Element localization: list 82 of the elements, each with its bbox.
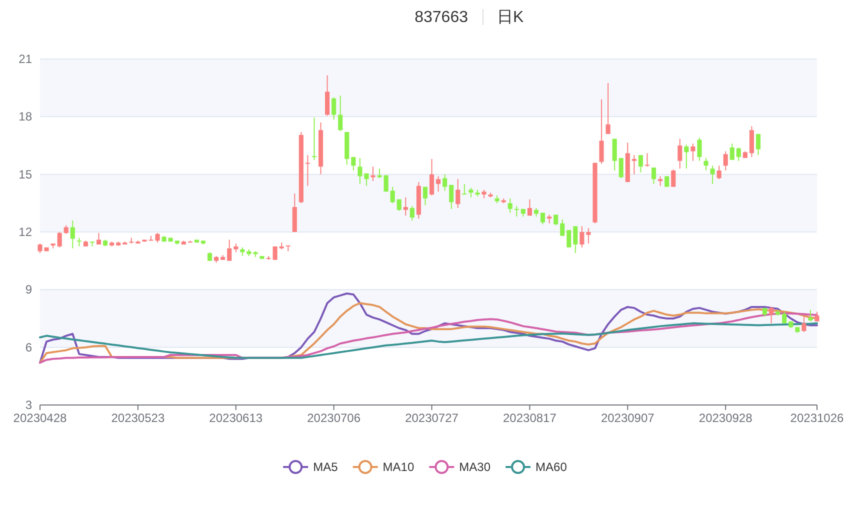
candlestick <box>57 232 62 248</box>
candlestick <box>606 82 610 134</box>
x-tick-label: 20230727 <box>405 411 459 425</box>
candlestick <box>697 137 702 162</box>
candlestick <box>436 176 441 192</box>
candlestick <box>527 198 532 216</box>
candlestick <box>305 154 310 186</box>
candlestick <box>749 126 754 158</box>
candlestick <box>586 228 591 244</box>
candlestick <box>756 133 761 156</box>
candlestick <box>716 165 722 180</box>
candlestick <box>651 167 656 184</box>
candlestick <box>332 96 336 120</box>
candlestick <box>632 154 636 175</box>
candlestick <box>364 172 369 186</box>
chart-title: 837663 <box>414 9 468 26</box>
candlestick <box>514 206 519 218</box>
candlestick <box>704 157 708 171</box>
y-tick-label: 6 <box>25 340 32 354</box>
candlestick <box>599 98 604 164</box>
x-tick-label: 20231026 <box>790 411 844 425</box>
x-tick-label: 20230523 <box>111 411 165 425</box>
candlestick <box>338 95 343 132</box>
candlestick <box>566 230 572 248</box>
legend-label: MA60 <box>536 460 568 474</box>
candlestick <box>462 183 467 196</box>
candlestick <box>769 306 774 324</box>
candlestick <box>580 226 584 248</box>
y-tick-label: 3 <box>25 398 32 412</box>
candlestick <box>808 309 813 322</box>
candlestick <box>736 146 741 162</box>
candlestick <box>612 138 617 171</box>
candlestick <box>560 219 565 236</box>
x-tick-label: 20230928 <box>698 411 753 425</box>
candlestick <box>814 311 820 322</box>
y-tick-label: 15 <box>18 167 32 182</box>
candlestick <box>312 117 317 160</box>
candlestick <box>618 157 624 179</box>
candlestick <box>671 169 676 188</box>
candlestick <box>325 74 330 116</box>
x-tick-label: 20230428 <box>13 411 68 425</box>
candlestick <box>96 232 102 245</box>
candlestick <box>638 154 643 173</box>
candlestick <box>782 311 787 324</box>
candlestick <box>678 138 682 170</box>
candlestick <box>573 226 578 254</box>
candlestick <box>403 196 408 216</box>
candlestick <box>508 198 512 214</box>
candlestick <box>449 184 454 210</box>
candlestick <box>410 206 414 221</box>
x-tick-label: 20230706 <box>307 411 361 425</box>
legend-label: MA30 <box>459 460 491 474</box>
candlestick <box>710 165 715 184</box>
y-tick-label: 12 <box>18 225 32 239</box>
candlestick <box>70 220 75 249</box>
candlestick <box>723 150 728 171</box>
x-tick-label: 20230817 <box>503 411 557 425</box>
candlestick <box>658 176 663 186</box>
legend-label: MA10 <box>382 460 414 474</box>
chart-subtitle: 日K <box>497 9 524 26</box>
y-tick-label: 9 <box>25 282 32 297</box>
candlestick <box>422 186 428 206</box>
candlestick <box>802 316 806 332</box>
candlestick <box>429 158 434 196</box>
x-tick-label: 20230613 <box>209 411 263 425</box>
candlestick <box>227 239 232 262</box>
candlestick <box>684 144 689 170</box>
y-tick-label: 18 <box>18 110 32 124</box>
candlestick <box>644 152 650 168</box>
candlestick <box>442 174 448 192</box>
candlestick <box>390 186 395 204</box>
candlestick <box>456 178 460 208</box>
candlestick <box>358 157 362 184</box>
x-tick-label: 20230907 <box>600 411 655 425</box>
y-tick-label: 21 <box>18 52 32 66</box>
candlestick <box>351 156 356 171</box>
candlestick <box>554 214 558 226</box>
candlestick <box>272 246 278 260</box>
legend-label: MA5 <box>313 460 338 474</box>
candlestick <box>730 143 734 160</box>
candlestick <box>690 143 696 162</box>
candlestick <box>468 187 474 198</box>
